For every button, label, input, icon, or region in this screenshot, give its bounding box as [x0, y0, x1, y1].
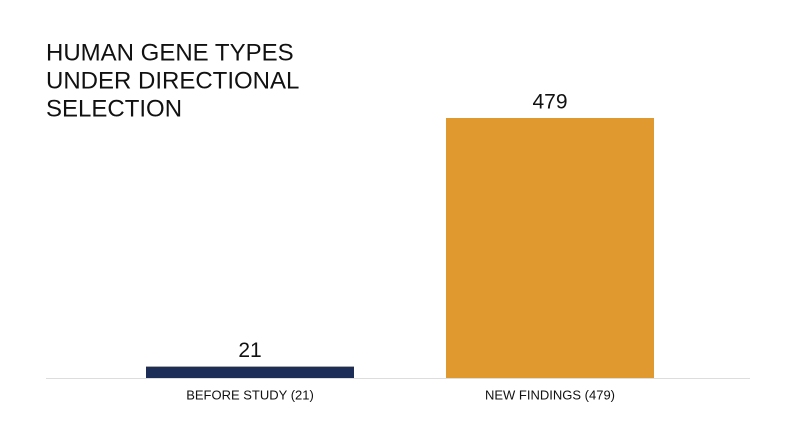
value-label: 479: [532, 91, 567, 114]
x-tick-label: BEFORE STUDY (21): [186, 387, 314, 402]
bar: [446, 117, 654, 378]
value-label: 21: [238, 339, 261, 362]
chart-title: UNDER DIRECTIONAL: [46, 67, 299, 94]
x-tick-label: NEW FINDINGS (479): [485, 387, 615, 402]
chart-title: SELECTION: [46, 95, 182, 122]
bar: [146, 366, 354, 378]
chart-title: HUMAN GENE TYPES: [46, 39, 294, 66]
